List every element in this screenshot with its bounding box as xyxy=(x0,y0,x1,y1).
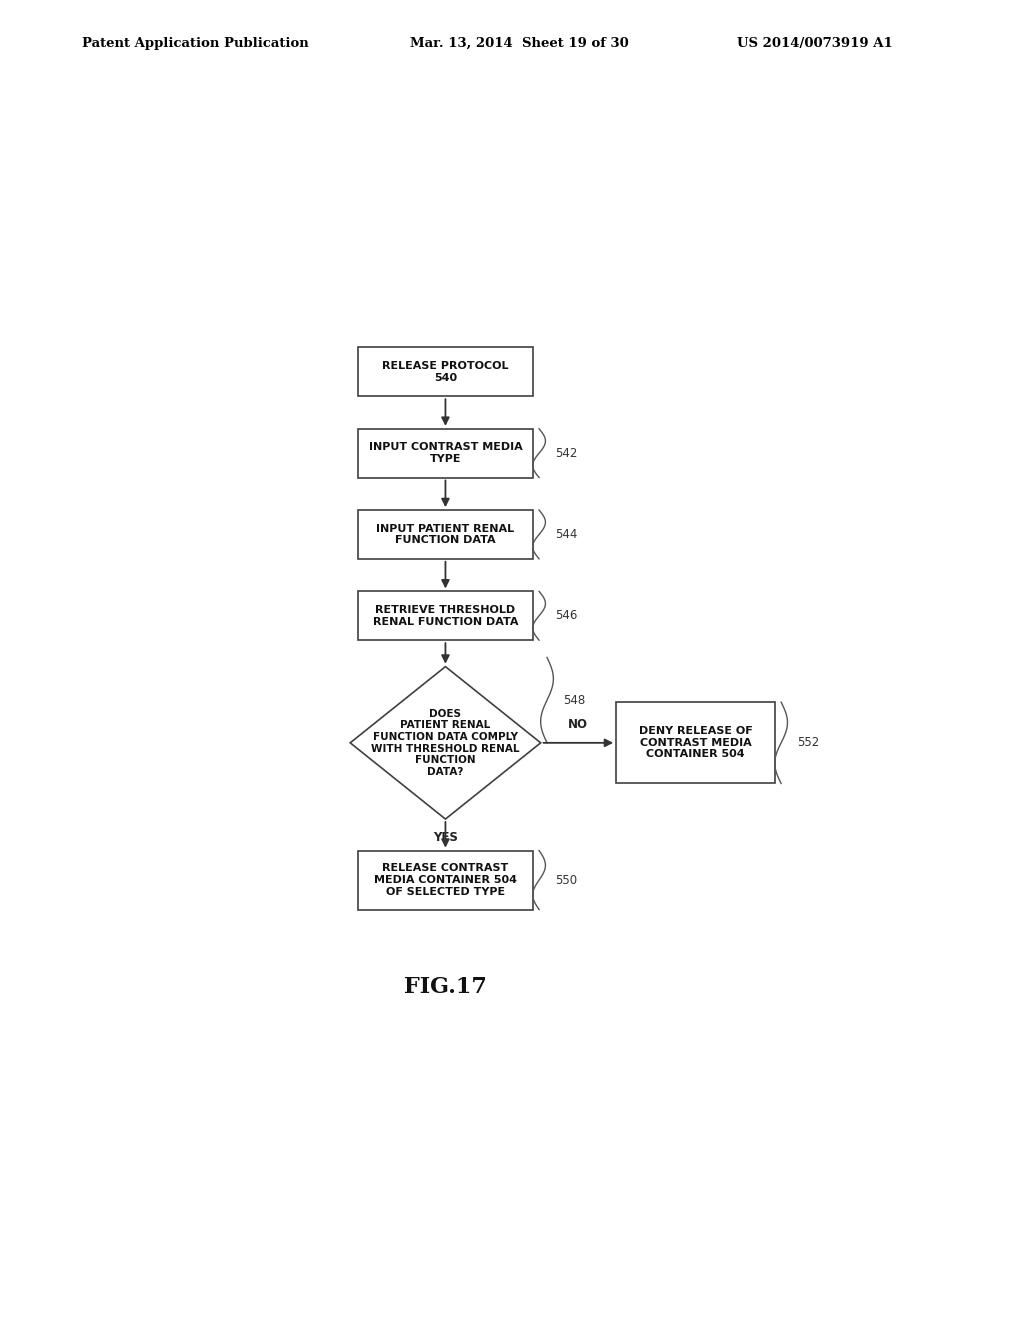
Text: DENY RELEASE OF
CONTRAST MEDIA
CONTAINER 504: DENY RELEASE OF CONTRAST MEDIA CONTAINER… xyxy=(639,726,753,759)
Text: 548: 548 xyxy=(563,693,585,706)
FancyBboxPatch shape xyxy=(358,591,532,640)
Polygon shape xyxy=(350,667,541,818)
Text: INPUT PATIENT RENAL
FUNCTION DATA: INPUT PATIENT RENAL FUNCTION DATA xyxy=(377,524,514,545)
Text: RETRIEVE THRESHOLD
RENAL FUNCTION DATA: RETRIEVE THRESHOLD RENAL FUNCTION DATA xyxy=(373,605,518,627)
Text: Patent Application Publication: Patent Application Publication xyxy=(82,37,308,50)
FancyBboxPatch shape xyxy=(358,510,532,558)
Text: YES: YES xyxy=(433,832,458,845)
Text: 550: 550 xyxy=(555,874,578,887)
Text: 542: 542 xyxy=(555,446,578,459)
Text: DOES
PATIENT RENAL
FUNCTION DATA COMPLY
WITH THRESHOLD RENAL
FUNCTION
DATA?: DOES PATIENT RENAL FUNCTION DATA COMPLY … xyxy=(371,709,520,777)
Text: RELEASE PROTOCOL
540: RELEASE PROTOCOL 540 xyxy=(382,362,509,383)
Text: NO: NO xyxy=(568,718,589,731)
FancyBboxPatch shape xyxy=(358,347,532,396)
Text: 552: 552 xyxy=(797,737,819,750)
Text: 546: 546 xyxy=(555,610,578,622)
Text: INPUT CONTRAST MEDIA
TYPE: INPUT CONTRAST MEDIA TYPE xyxy=(369,442,522,463)
Text: FIG.17: FIG.17 xyxy=(404,975,486,998)
Text: RELEASE CONTRAST
MEDIA CONTAINER 504
OF SELECTED TYPE: RELEASE CONTRAST MEDIA CONTAINER 504 OF … xyxy=(374,863,517,896)
Text: 544: 544 xyxy=(555,528,578,541)
FancyBboxPatch shape xyxy=(616,702,775,784)
FancyBboxPatch shape xyxy=(358,429,532,478)
FancyBboxPatch shape xyxy=(358,850,532,909)
Text: Mar. 13, 2014  Sheet 19 of 30: Mar. 13, 2014 Sheet 19 of 30 xyxy=(410,37,629,50)
Text: US 2014/0073919 A1: US 2014/0073919 A1 xyxy=(737,37,893,50)
